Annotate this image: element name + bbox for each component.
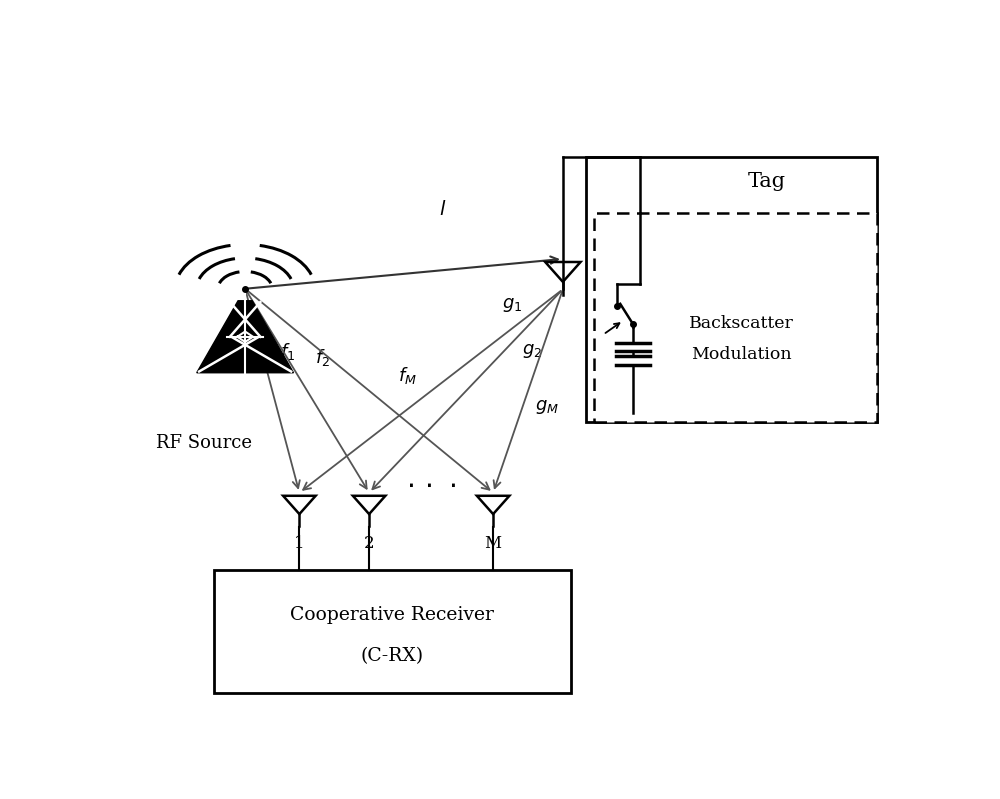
Text: Backscatter: Backscatter [689, 315, 794, 332]
Bar [214, 570, 571, 693]
Text: $g_M$: $g_M$ [535, 398, 559, 415]
Text: Modulation: Modulation [691, 346, 791, 363]
Text: $f_M$: $f_M$ [398, 365, 417, 386]
Text: 2: 2 [364, 535, 374, 552]
Text: $f_2$: $f_2$ [315, 347, 330, 368]
Text: Cooperative Receiver: Cooperative Receiver [290, 606, 494, 624]
Text: RF Source: RF Source [156, 435, 252, 452]
Bar [594, 213, 877, 422]
Text: 1: 1 [294, 535, 305, 552]
Text: (C-RX): (C-RX) [361, 646, 424, 665]
Text: $g_2$: $g_2$ [522, 342, 542, 360]
Text: M: M [485, 535, 502, 552]
Bar [586, 157, 877, 422]
Text: $l$: $l$ [439, 201, 446, 219]
Text: $f_1$: $f_1$ [280, 340, 295, 362]
Text: $g_1$: $g_1$ [502, 296, 523, 314]
Text: Tag: Tag [747, 172, 785, 191]
Text: $\cdot\,\cdot\,\cdot$: $\cdot\,\cdot\,\cdot$ [406, 473, 456, 500]
Polygon shape [197, 300, 293, 372]
